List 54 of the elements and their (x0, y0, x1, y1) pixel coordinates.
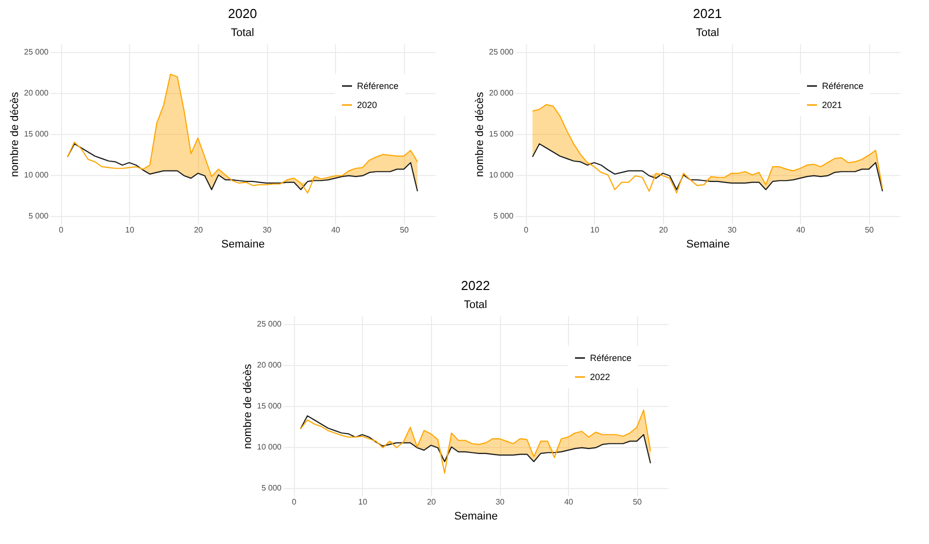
y-tick-label: 25 000 (256, 320, 282, 329)
x-tick-label: 10 (125, 226, 135, 234)
legend-label: Référence (590, 353, 632, 363)
x-tick-label: 10 (358, 498, 368, 506)
y-tick-label: 5 000 (493, 211, 514, 220)
legend-label: Référence (357, 81, 399, 91)
y-tick-label: 20 000 (24, 88, 50, 98)
chart-title: 2022 (460, 278, 490, 293)
y-tick-label: 5 000 (260, 483, 282, 492)
x-tick-label: 10 (590, 226, 600, 234)
chart-subtitle: Total (696, 27, 720, 39)
legend-label: 2022 (590, 372, 610, 382)
y-tick-label: 15 000 (24, 130, 50, 138)
x-tick-label: 0 (291, 498, 296, 506)
x-tick-label: 30 (262, 226, 272, 234)
line-series (299, 410, 651, 474)
x-tick-label: 40 (331, 226, 341, 234)
x-tick-label: 30 (495, 498, 505, 506)
y-axis-title: nombre de décès (242, 364, 254, 449)
y-tick-label: 25 000 (24, 48, 50, 57)
y-axis-title: nombre de décès (9, 92, 22, 177)
y-tick-label: 20 000 (489, 88, 514, 98)
x-tick-label: 40 (796, 226, 806, 234)
chart-title: 2021 (693, 6, 722, 21)
x-tick-label: 50 (400, 226, 410, 234)
x-axis-title: Semaine (686, 238, 730, 250)
x-tick-label: 40 (564, 498, 574, 506)
x-axis-title: Semaine (454, 510, 498, 522)
line-series (66, 143, 418, 192)
x-tick-label: 30 (728, 226, 738, 234)
y-tick-label: 5 000 (28, 211, 50, 220)
x-tick-label: 20 (658, 226, 668, 234)
x-tick-label: 0 (58, 226, 64, 234)
line-series (532, 143, 884, 192)
y-tick-label: 25 000 (489, 48, 514, 57)
chart-title: 2020 (228, 6, 257, 21)
x-tick-label: 20 (194, 226, 204, 234)
legend-label: 2021 (822, 100, 842, 110)
x-axis-title: Semaine (221, 238, 265, 250)
legend-label: 2020 (357, 100, 378, 110)
x-tick-label: 20 (426, 498, 436, 506)
y-tick-label: 15 000 (256, 402, 282, 410)
y-axis-title: nombre de décès (474, 92, 486, 177)
y-tick-label: 10 000 (256, 442, 282, 452)
y-tick-label: 10 000 (24, 170, 50, 180)
x-tick-label: 0 (524, 226, 529, 234)
legend-label: Référence (822, 81, 864, 91)
y-tick-label: 10 000 (489, 170, 514, 180)
x-tick-label: 50 (864, 226, 874, 234)
y-tick-label: 15 000 (489, 130, 514, 138)
y-tick-label: 20 000 (256, 360, 282, 370)
chart-subtitle: Total (230, 27, 254, 39)
chart-subtitle: Total (463, 299, 487, 311)
x-tick-label: 50 (632, 498, 642, 506)
